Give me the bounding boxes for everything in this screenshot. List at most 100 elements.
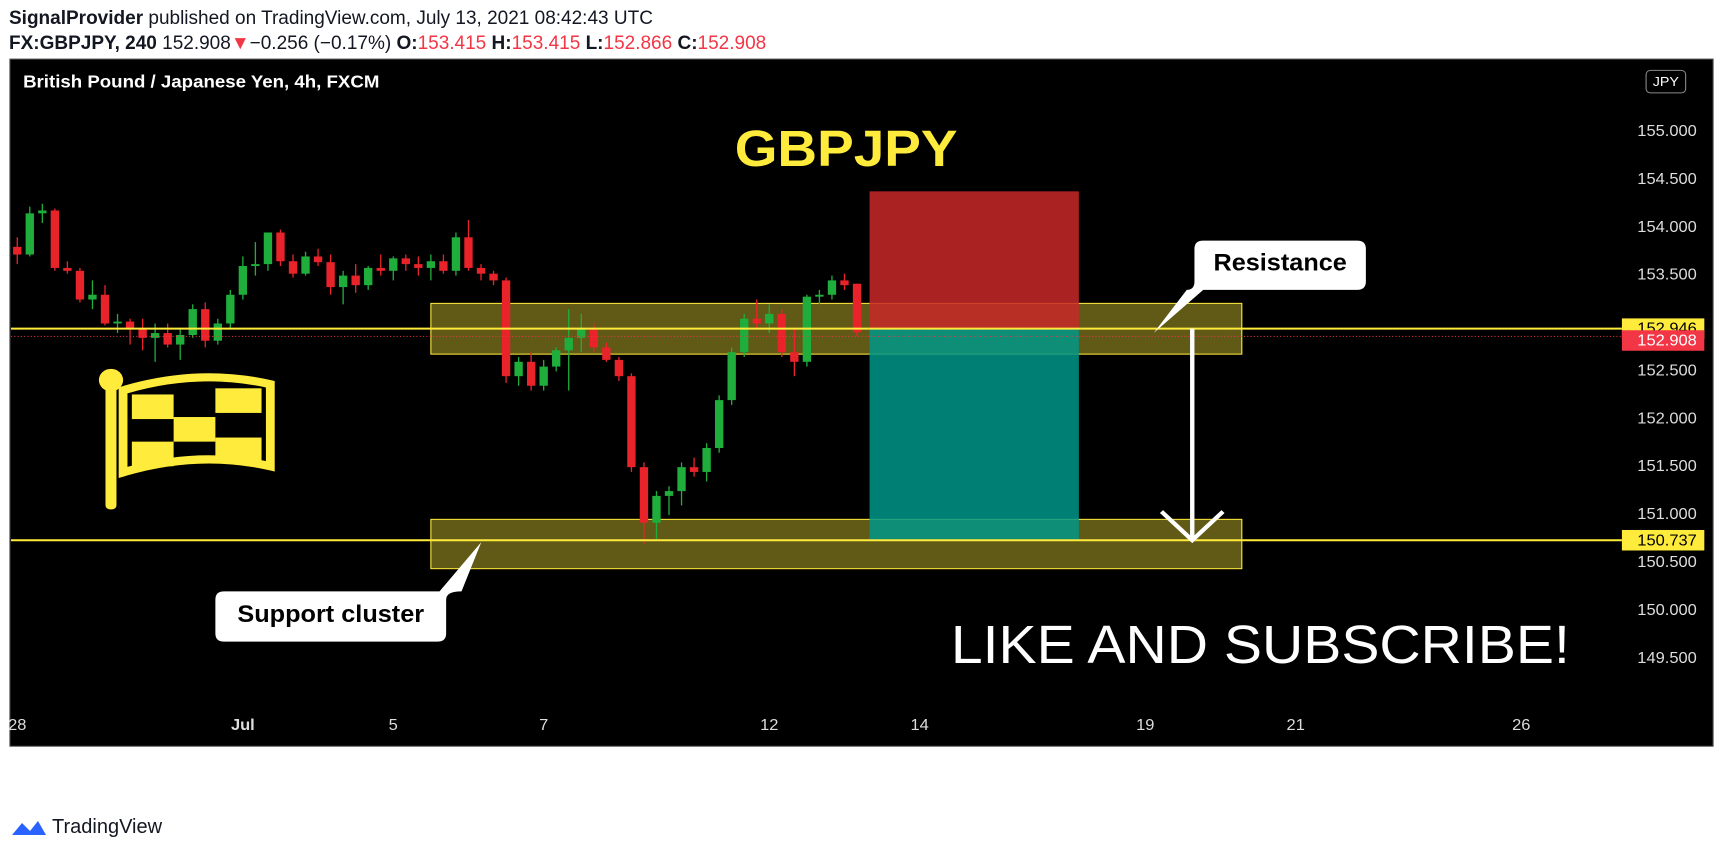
candle-body [313, 256, 323, 263]
candle-body [852, 283, 862, 333]
candle-body [564, 337, 573, 351]
header: SignalProvider published on TradingView.… [9, 6, 766, 56]
candle-body [63, 267, 72, 271]
y-tick-label: 150.500 [1637, 554, 1697, 570]
candle-body [38, 210, 47, 214]
candle-body [201, 309, 210, 341]
y-tick-label: 155.000 [1637, 123, 1697, 139]
logo [12, 821, 46, 835]
level-badge [1621, 529, 1705, 551]
candle-body [163, 333, 172, 345]
candle-body [75, 270, 85, 300]
h: 153.415 [511, 33, 581, 54]
candle-body [639, 467, 649, 523]
footer-text: TradingView [52, 815, 163, 838]
chart: British Pound / Japanese Yen, 4h, FXCM 15… [8, 58, 1714, 747]
x-tick-label: 28 [8, 717, 26, 733]
zone [430, 518, 1243, 570]
last-price-label: 152.908 [1637, 333, 1697, 349]
candle-body [150, 333, 160, 338]
candle-body [514, 361, 523, 377]
candle-body [288, 261, 298, 274]
published: published on TradingView.com, July 13, 2… [143, 8, 653, 29]
level-label: 150.737 [1637, 533, 1697, 549]
author[interactable]: SignalProvider [9, 8, 144, 29]
candle-body [614, 359, 624, 377]
flag-check [131, 394, 174, 420]
x-tick-label: 14 [911, 717, 929, 733]
candle-body [476, 267, 486, 274]
candle-body [88, 294, 97, 300]
quote-line: FX:GBPJPY, 240 152.908▼−0.256 (−0.17%) O… [9, 31, 766, 56]
x-tick-label: 5 [389, 717, 398, 733]
candle-body [740, 318, 749, 353]
candle-body [188, 309, 197, 335]
last-price-badge [1621, 330, 1705, 351]
callout-text: Resistance [1213, 250, 1346, 276]
candle-body [827, 280, 837, 295]
y-tick-label: 151.500 [1637, 459, 1697, 475]
chart-title: British Pound / Japanese Yen, 4h, FXCM [23, 72, 379, 91]
currency-badge [1645, 69, 1687, 94]
candle-body [113, 321, 122, 324]
flag-check [215, 388, 262, 413]
candle-body [526, 361, 536, 386]
candle-body [389, 258, 398, 271]
y-tick-label: 152.500 [1637, 363, 1697, 379]
arrow-head [1159, 510, 1225, 544]
candle-body [439, 261, 448, 271]
x-tick-label: 21 [1287, 717, 1305, 733]
candle-body [840, 280, 849, 286]
candle-body [689, 467, 699, 472]
candle-body [451, 237, 461, 271]
symbol: FX:GBPJPY, 240 [9, 33, 157, 54]
candle-body [326, 262, 335, 288]
candle-body [664, 491, 674, 496]
footer: TradingView [10, 815, 162, 839]
flag-pole [105, 380, 117, 510]
candle-body [727, 352, 736, 401]
candle-body [414, 264, 423, 268]
publish-line: SignalProvider published on TradingView.… [9, 6, 766, 31]
y-tick-label: 153.500 [1637, 267, 1697, 283]
candle-body [226, 294, 235, 324]
candle-body [401, 258, 410, 265]
candle-body [752, 318, 761, 324]
x-tick-label: 7 [539, 717, 548, 733]
candle-body [426, 261, 436, 268]
candle-body [351, 275, 360, 286]
flag-check [173, 417, 216, 442]
candle-body [376, 267, 385, 271]
l-label: L: [585, 33, 604, 54]
candle-body [677, 467, 686, 492]
candle-body [552, 350, 561, 367]
down-arrow: ▼ [230, 33, 250, 54]
candle-body [464, 237, 473, 268]
candle-body [627, 376, 636, 468]
last: 152.908 [162, 33, 231, 54]
candle-body [301, 256, 310, 274]
candle-body [176, 334, 185, 345]
candle-body [652, 495, 661, 523]
y-tick-label: 150.000 [1637, 602, 1697, 618]
candle-body [815, 294, 824, 297]
candle-body [50, 210, 60, 268]
x-tick-label: 26 [1512, 717, 1530, 733]
candle-body [602, 347, 611, 360]
currency: JPY [1653, 74, 1679, 89]
c-label: C: [677, 33, 698, 54]
candle-body [539, 366, 548, 386]
callout-box [215, 542, 482, 642]
candle-body [276, 232, 285, 262]
annotation-cta: LIKE AND SUBSCRIBE! [951, 615, 1570, 675]
candle-body [238, 266, 248, 295]
candle-body [589, 328, 598, 348]
callout-text: Support cluster [237, 602, 424, 628]
x-tick-label: Jul [231, 717, 255, 733]
candle-body [702, 447, 711, 472]
candle-body [251, 264, 260, 267]
o-label: O: [396, 33, 418, 54]
candle-body [777, 313, 786, 353]
candle-body [489, 273, 498, 281]
